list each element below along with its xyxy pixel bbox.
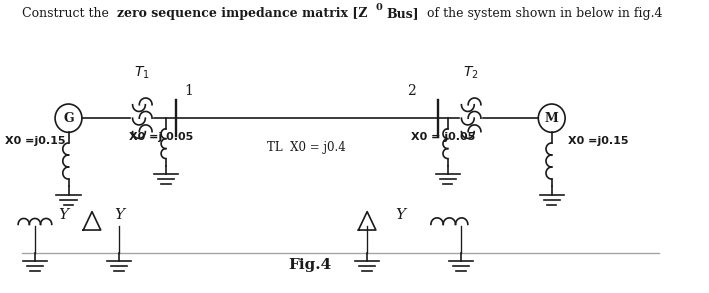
Text: 2: 2 [408,84,416,98]
Text: Construct the: Construct the [21,7,113,20]
Text: X0 =j 0.05: X0 =j 0.05 [129,132,193,142]
Text: X0 = j0.05: X0 = j0.05 [411,132,475,142]
Text: 1: 1 [184,84,193,98]
Text: $T_1$: $T_1$ [135,65,150,81]
Text: Y: Y [113,207,124,222]
Text: Fig.4: Fig.4 [289,258,332,272]
Text: X0 =j0.15: X0 =j0.15 [569,136,629,146]
Text: Bus]: Bus] [386,7,418,20]
Text: zero sequence impedance matrix [Z: zero sequence impedance matrix [Z [117,7,367,20]
Text: $T_2$: $T_2$ [463,65,479,81]
Text: Y: Y [396,207,406,222]
Text: TL  X0 = j0.4: TL X0 = j0.4 [267,141,346,154]
Text: Y: Y [58,207,68,222]
Text: 0: 0 [376,3,383,12]
Text: X0 =j0.15: X0 =j0.15 [5,136,65,146]
Text: M: M [545,112,559,125]
Text: G: G [63,112,74,125]
Text: of the system shown in below in fig.4: of the system shown in below in fig.4 [423,7,662,20]
